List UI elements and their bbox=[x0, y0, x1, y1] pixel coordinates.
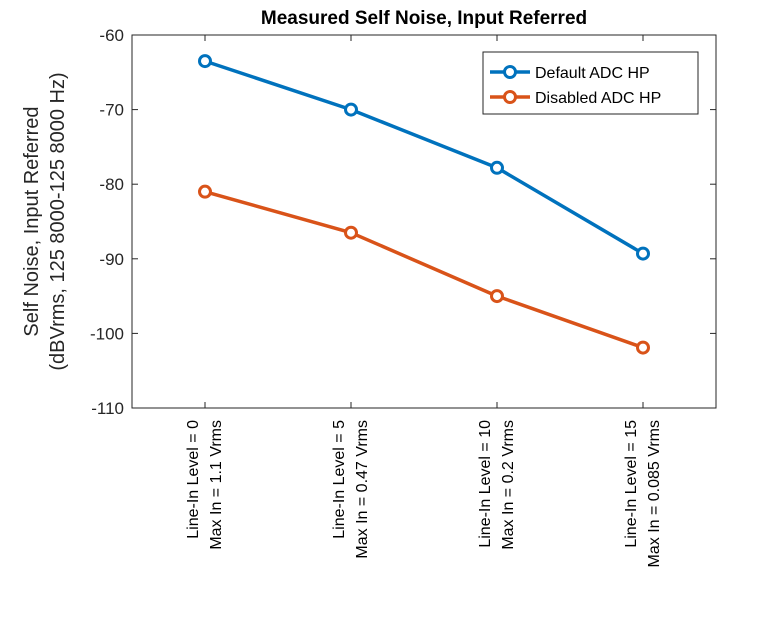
series-line bbox=[204, 189, 644, 350]
y-axis-label-line: (dBVrms, 125 8000-125 8000 Hz) bbox=[47, 72, 69, 370]
y-tick-label: -100 bbox=[90, 324, 124, 343]
y-tick-label: -110 bbox=[91, 399, 124, 418]
legend-label: Disabled ADC HP bbox=[535, 90, 661, 107]
legend-label: Default ADC HP bbox=[535, 65, 650, 82]
x-tick-label: Max In = 1.1 Vrms bbox=[208, 420, 225, 550]
data-point bbox=[490, 160, 504, 175]
legend-item: Disabled ADC HP bbox=[490, 90, 661, 107]
x-tick-label: Max In = 0.2 Vrms bbox=[500, 420, 517, 550]
x-tick-label: Line-In Level = 10 bbox=[477, 420, 494, 548]
data-point bbox=[490, 289, 504, 304]
data-point bbox=[636, 246, 650, 261]
x-tick-label: Line-In Level = 5 bbox=[331, 420, 348, 539]
legend-swatch-marker bbox=[503, 65, 517, 79]
x-tick-label: Line-In Level = 15 bbox=[623, 420, 640, 548]
y-tick-label: -80 bbox=[99, 175, 124, 194]
data-point bbox=[344, 102, 358, 117]
y-axis: -60 -70 -80 -90 -100 -110 bbox=[90, 26, 716, 418]
data-point bbox=[344, 225, 358, 240]
series-line bbox=[204, 59, 644, 256]
y-axis-label-line: Self Noise, Input Referred bbox=[21, 106, 43, 336]
x-tick-label: Line-In Level = 0 bbox=[185, 420, 202, 539]
x-tick-label: Max In = 0.47 Vrms bbox=[354, 420, 371, 559]
chart-title: Measured Self Noise, Input Referred bbox=[261, 8, 587, 29]
y-tick-label: -60 bbox=[99, 26, 124, 45]
data-point bbox=[198, 54, 212, 69]
data-point bbox=[198, 184, 212, 199]
y-tick-label: -90 bbox=[99, 250, 124, 269]
x-tick-label: Max In = 0.085 Vrms bbox=[646, 420, 663, 567]
series-layer bbox=[198, 54, 650, 355]
y-tick-label: -70 bbox=[99, 101, 124, 120]
legend: Default ADC HP Disabled ADC HP bbox=[482, 51, 699, 115]
series-1 bbox=[198, 54, 650, 261]
legend-swatch-marker bbox=[503, 90, 517, 104]
series-2 bbox=[198, 184, 650, 355]
y-axis-label: Self Noise, Input Referred (dBVrms, 125 8… bbox=[21, 72, 69, 370]
legend-item: Default ADC HP bbox=[490, 65, 650, 82]
x-axis: Line-In Level = 0 Max In = 1.1 Vrms Line-I… bbox=[185, 35, 663, 567]
legend-box bbox=[482, 51, 699, 115]
data-point bbox=[636, 340, 650, 355]
